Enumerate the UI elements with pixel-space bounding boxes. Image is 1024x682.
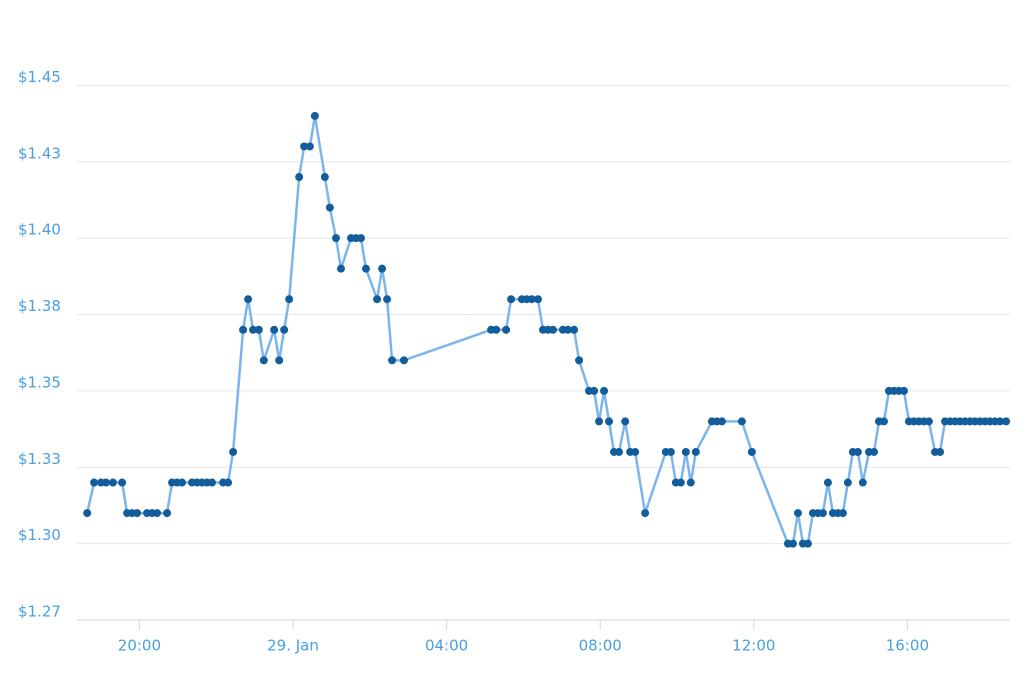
data-point (336, 264, 345, 273)
data-point (747, 447, 756, 456)
data-point (239, 325, 248, 334)
data-point (229, 447, 238, 456)
data-point (686, 478, 695, 487)
data-point (118, 478, 127, 487)
data-point (388, 356, 397, 365)
data-point (838, 509, 847, 518)
data-point (492, 325, 501, 334)
data-point (615, 447, 624, 456)
data-point (254, 325, 263, 334)
data-point (936, 447, 945, 456)
data-point (259, 356, 268, 365)
data-point (90, 478, 99, 487)
data-point (899, 386, 908, 395)
data-point (548, 325, 557, 334)
data-point (681, 447, 690, 456)
data-point (590, 386, 599, 395)
y-tick-label: $1.33 (18, 450, 61, 468)
data-point (793, 509, 802, 518)
data-point (373, 295, 382, 304)
data-point (356, 234, 365, 243)
y-tick-label: $1.27 (18, 603, 61, 621)
data-point (207, 478, 216, 487)
data-point (133, 509, 142, 518)
data-point (224, 478, 233, 487)
y-tick-label: $1.35 (18, 373, 61, 391)
data-point (533, 295, 542, 304)
data-point (570, 325, 579, 334)
data-point (527, 295, 536, 304)
data-point (83, 509, 92, 518)
data-point (332, 234, 341, 243)
data-point (507, 295, 516, 304)
data-point (285, 295, 294, 304)
data-point (300, 142, 309, 151)
y-tick-label: $1.40 (18, 221, 61, 239)
data-point (879, 417, 888, 426)
data-point (399, 356, 408, 365)
data-point (1002, 417, 1011, 426)
data-point (280, 325, 289, 334)
x-tick-label: 04:00 (425, 637, 468, 655)
data-point (178, 478, 187, 487)
data-point (310, 111, 319, 120)
data-point (641, 509, 650, 518)
x-tick-label: 12:00 (732, 637, 775, 655)
x-tick-label: 20:00 (118, 637, 161, 655)
data-point (621, 417, 630, 426)
x-tick-label: 08:00 (579, 637, 622, 655)
data-point (295, 173, 304, 182)
data-point (995, 417, 1004, 426)
data-point (691, 447, 700, 456)
y-tick-label: $1.45 (18, 68, 61, 86)
data-point (631, 447, 640, 456)
data-point (676, 478, 685, 487)
data-point (666, 447, 675, 456)
data-point (275, 356, 284, 365)
data-point (788, 539, 797, 548)
data-point (502, 325, 511, 334)
data-point (378, 264, 387, 273)
data-point (717, 417, 726, 426)
data-point (244, 295, 253, 304)
data-point (823, 478, 832, 487)
data-point (270, 325, 279, 334)
data-point (320, 173, 329, 182)
data-point (383, 295, 392, 304)
data-point (600, 386, 609, 395)
data-point (101, 478, 110, 487)
data-point (153, 509, 162, 518)
data-point (737, 417, 746, 426)
data-point (305, 142, 314, 151)
data-point (563, 325, 572, 334)
data-point (858, 478, 867, 487)
y-tick-label: $1.30 (18, 526, 61, 544)
data-point (605, 417, 614, 426)
data-point (325, 203, 334, 212)
y-tick-label: $1.43 (18, 144, 61, 162)
y-tick-label: $1.38 (18, 297, 61, 315)
data-point (361, 264, 370, 273)
data-point (108, 478, 117, 487)
data-point (924, 417, 933, 426)
x-tick-label: 29. Jan (267, 637, 319, 655)
x-tick-label: 16:00 (886, 637, 929, 655)
data-point (575, 356, 584, 365)
data-point (163, 509, 172, 518)
data-point (818, 509, 827, 518)
data-point (843, 478, 852, 487)
data-point (869, 447, 878, 456)
data-point (803, 539, 812, 548)
data-point (853, 447, 862, 456)
data-point (249, 325, 258, 334)
data-point (595, 417, 604, 426)
